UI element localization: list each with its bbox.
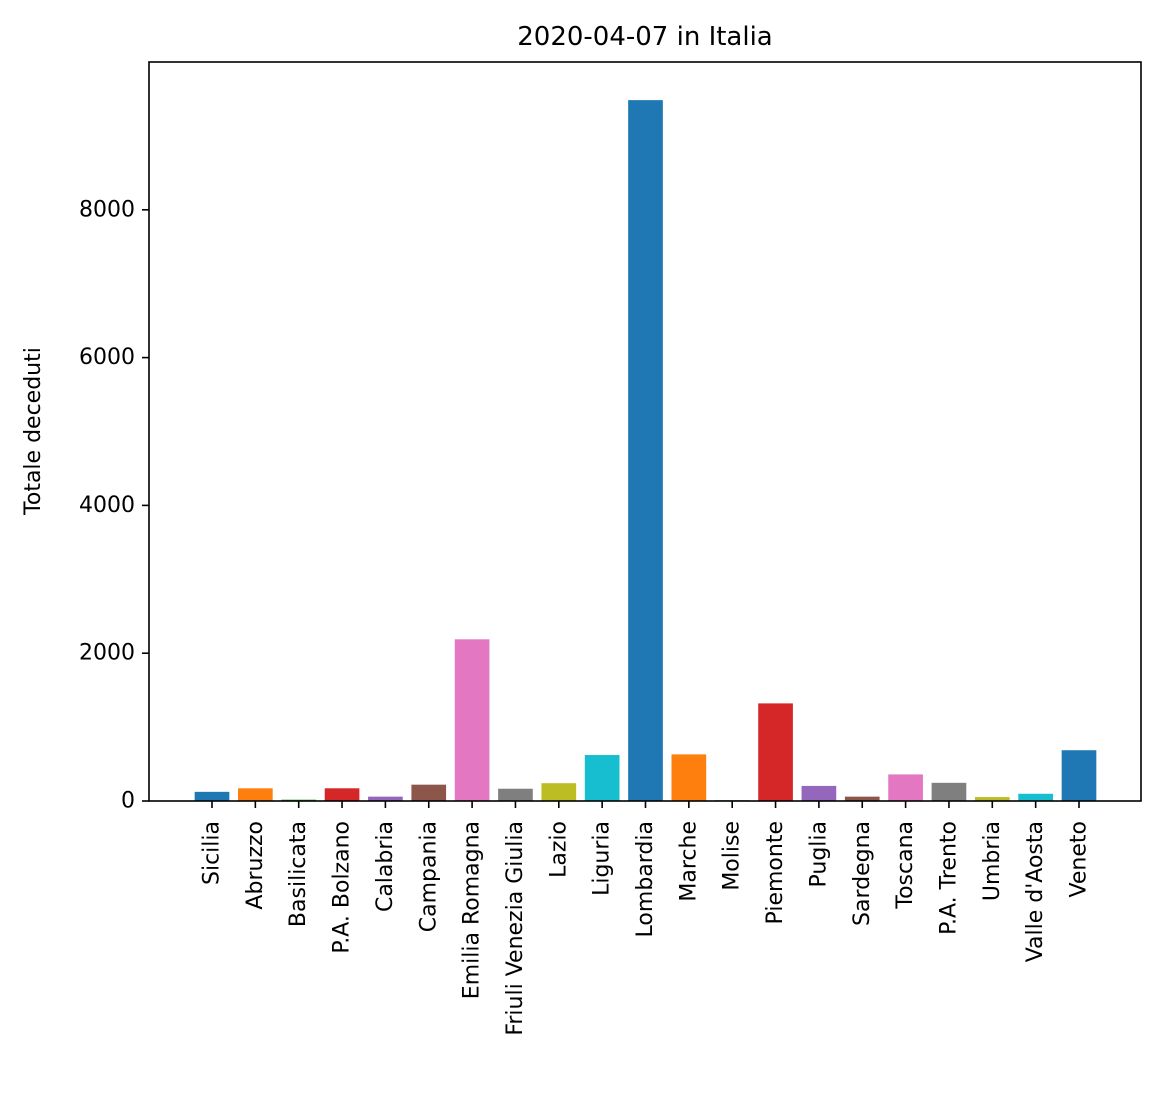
y-axis-title: Totale deceduti [21, 347, 46, 516]
bar-toscana [888, 774, 923, 801]
bar-sicilia [194, 791, 230, 801]
y-tick-label: 2000 [79, 641, 135, 666]
bar-emilia-romagna [454, 639, 490, 801]
bar-umbria [974, 797, 1010, 801]
x-tick-label: Campania [416, 821, 441, 932]
y-axis: 0 2000 4000 6000 8000 [79, 197, 149, 814]
y-tick-label: 4000 [79, 493, 135, 518]
bar-liguria [584, 755, 620, 801]
x-tick-label: Friuli Venezia Giulia [503, 821, 528, 1036]
bar-calabria [368, 796, 403, 801]
bar-friuli-venezia-giulia [498, 788, 533, 801]
x-tick-label: Sardegna [850, 821, 875, 926]
x-tick-label: Valle d'Aosta [1023, 821, 1048, 962]
x-tick-label: Lombardia [633, 821, 658, 937]
bar-veneto [1061, 750, 1097, 801]
y-tick-label: 8000 [79, 197, 135, 222]
plot-frame [148, 61, 1142, 802]
bar-abruzzo [238, 788, 273, 801]
y-tick-label: 0 [121, 789, 135, 814]
x-tick-label: Piemonte [763, 821, 788, 924]
x-tick-label: Marche [676, 821, 701, 902]
x-tick-label: Liguria [590, 821, 615, 896]
x-tick-label: P.A. Bolzano [330, 821, 355, 954]
x-tick-label: Sicilia [200, 821, 225, 885]
x-tick-label: Basilicata [286, 821, 311, 927]
x-tick-label: Emilia Romagna [460, 821, 485, 999]
bar-campania [411, 784, 447, 801]
x-tick-label: Calabria [373, 821, 398, 912]
x-tick-label: Veneto [1067, 821, 1092, 897]
bar-piemonte [758, 703, 793, 801]
bar-valle-d-aosta [1018, 793, 1053, 801]
bar-sardegna [844, 796, 880, 801]
x-tick-label: Abruzzo [243, 821, 268, 910]
bars-layer [194, 100, 1097, 801]
x-axis: Sicilia Abruzzo Basilicata P.A. Bolzano Cala… [200, 801, 1092, 1036]
bar-lombardia [628, 100, 663, 801]
x-tick-label: Lazio [546, 821, 571, 878]
bar-p-a-trento [931, 782, 967, 801]
bar-p-a-bolzano [324, 788, 360, 801]
bar-puglia [801, 785, 837, 801]
y-tick-label: 6000 [79, 345, 135, 370]
x-tick-label: P.A. Trento [936, 821, 961, 935]
chart-title: 2020-04-07 in Italia [517, 22, 773, 52]
bar-marche [671, 754, 707, 801]
bar-lazio [541, 783, 577, 801]
x-tick-label: Toscana [893, 821, 918, 910]
x-tick-label: Puglia [806, 821, 831, 888]
x-tick-label: Molise [720, 821, 745, 891]
x-tick-label: Umbria [980, 821, 1005, 901]
